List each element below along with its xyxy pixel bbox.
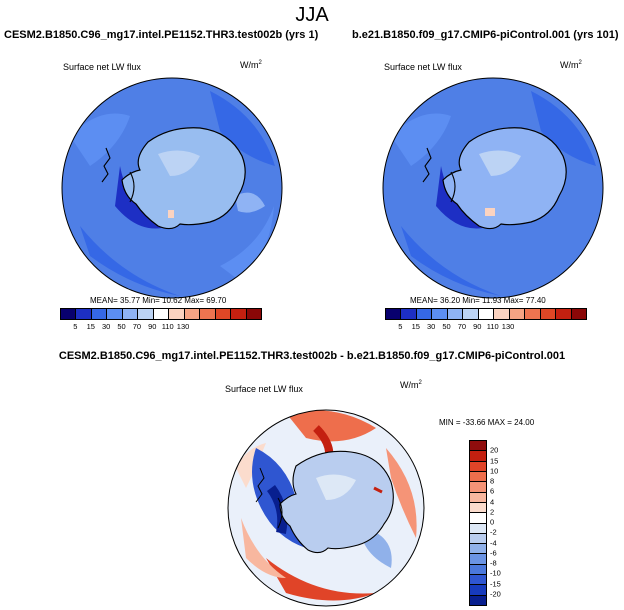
colorbar-swatch — [432, 309, 448, 319]
panel-left-colorbar — [60, 308, 262, 320]
left-polar-map — [61, 77, 283, 299]
colorbar-tick-label: 6 — [490, 486, 495, 496]
colorbar-swatch — [470, 451, 486, 462]
colorbar-swatch — [470, 441, 486, 452]
colorbar-tick-label: 15 — [411, 322, 420, 331]
colorbar-swatch — [61, 309, 77, 319]
colorbar-tick-label: 50 — [117, 322, 126, 331]
colorbar-tick-label: 8 — [490, 476, 495, 486]
colorbar-tick-label: 90 — [148, 322, 157, 331]
colorbar-swatch — [478, 309, 495, 319]
colorbar-swatch — [470, 482, 486, 493]
colorbar-tick-label: -8 — [490, 558, 497, 568]
colorbar-swatch — [200, 309, 216, 319]
panel-left-title: CESM2.B1850.C96_mg17.intel.PE1152.THR3.t… — [4, 29, 319, 41]
colorbar-swatch — [470, 544, 486, 555]
colorbar-swatch — [246, 309, 262, 319]
panel-right-units: W/m2 — [560, 60, 582, 70]
diff-colorbar-ticks: 20 15 10 8 6 4 2 0 -2 -4 -6 -8 -10 -15 -20 — [490, 440, 520, 604]
colorbar-tick-label: 30 — [426, 322, 436, 331]
colorbar-swatch — [470, 492, 486, 503]
colorbar-tick-label: -20 — [490, 589, 501, 599]
colorbar-swatch — [571, 309, 587, 319]
diff-polar-map — [227, 409, 425, 607]
colorbar-swatch — [231, 309, 247, 319]
colorbar-tick-label: 130 — [501, 322, 515, 331]
colorbar-swatch — [416, 309, 433, 319]
colorbar-tick-label: 4 — [490, 497, 495, 506]
colorbar-swatch — [470, 575, 486, 586]
colorbar-swatch — [470, 513, 486, 524]
colorbar-tick-label: 130 — [176, 322, 190, 331]
colorbar-swatch — [91, 309, 108, 319]
antarctica-outline — [121, 127, 246, 230]
colorbar-swatch — [525, 309, 541, 319]
diff-stats: MIN = -33.66 MAX = 24.00 — [439, 418, 535, 427]
panel-left-variable: Surface net LW flux — [63, 62, 141, 72]
page-title: JJA — [295, 4, 329, 26]
colorbar-swatch — [556, 309, 572, 319]
colorbar-tick-label: 15 — [490, 456, 499, 465]
colorbar-tick-label: 5 — [73, 322, 78, 331]
right-polar-map — [382, 77, 604, 299]
colorbar-tick-label: 90 — [473, 322, 482, 331]
colorbar-swatch — [215, 309, 232, 319]
colorbar-swatch — [470, 533, 486, 545]
colorbar-tick-label: 10 — [490, 466, 499, 476]
colorbar-tick-label: -4 — [490, 538, 497, 547]
colorbar-swatch — [470, 554, 486, 565]
panel-left-colorbar-ticks: 5 15 30 50 70 90 110 130 — [60, 322, 260, 332]
diff-units: W/m2 — [400, 380, 422, 390]
colorbar-tick-label: -2 — [490, 527, 497, 537]
colorbar-tick-label: 2 — [490, 507, 495, 517]
colorbar-tick-label: 110 — [161, 322, 174, 331]
diff-colorbar — [469, 440, 487, 606]
colorbar-tick-label: 15 — [86, 322, 95, 331]
panel-right-stats: MEAN= 36.20 Min= 11.93 Max= 77.40 — [410, 296, 546, 305]
colorbar-swatch — [76, 309, 92, 319]
colorbar-swatch — [470, 471, 486, 483]
colorbar-swatch — [138, 309, 154, 319]
colorbar-tick-label: 110 — [486, 322, 499, 331]
panel-right-variable: Surface net LW flux — [384, 62, 462, 72]
colorbar-swatch — [509, 309, 526, 319]
colorbar-swatch — [401, 309, 417, 319]
colorbar-tick-label: 70 — [457, 322, 467, 331]
panel-right-colorbar-ticks: 5 15 30 50 70 90 110 130 — [385, 322, 585, 332]
colorbar-swatch — [122, 309, 139, 319]
colorbar-tick-label: 30 — [101, 322, 111, 331]
colorbar-tick-label: 0 — [490, 517, 495, 527]
colorbar-swatch — [463, 309, 479, 319]
colorbar-tick-label: -6 — [490, 548, 497, 558]
colorbar-tick-label: 50 — [442, 322, 451, 331]
colorbar-swatch — [494, 309, 510, 319]
colorbar-tick-label: 20 — [490, 445, 499, 455]
diff-title: CESM2.B1850.C96_mg17.intel.PE1152.THR3.t… — [58, 350, 566, 362]
diff-variable: Surface net LW flux — [225, 384, 303, 394]
colorbar-swatch — [169, 309, 185, 319]
colorbar-swatch — [107, 309, 123, 319]
colorbar-tick-label: -15 — [490, 579, 501, 588]
colorbar-tick-label: 5 — [398, 322, 403, 331]
colorbar-swatch — [470, 461, 486, 472]
colorbar-tick-label: 70 — [132, 322, 142, 331]
colorbar-swatch — [470, 595, 486, 605]
panel-right-colorbar — [385, 308, 587, 320]
colorbar-swatch — [470, 585, 486, 596]
panel-left-stats: MEAN= 35.77 Min= 10.62 Max= 69.70 — [90, 296, 227, 305]
colorbar-swatch — [184, 309, 201, 319]
panel-left-units: W/m2 — [240, 60, 262, 70]
colorbar-swatch — [470, 502, 486, 514]
colorbar-swatch — [447, 309, 464, 319]
colorbar-swatch — [470, 523, 486, 534]
colorbar-swatch — [153, 309, 170, 319]
colorbar-swatch — [386, 309, 402, 319]
panel-right-title: b.e21.B1850.f09_g17.CMIP6-piControl.001 … — [352, 29, 619, 41]
colorbar-swatch — [540, 309, 557, 319]
colorbar-tick-label: -10 — [490, 568, 501, 578]
colorbar-swatch — [470, 564, 486, 576]
